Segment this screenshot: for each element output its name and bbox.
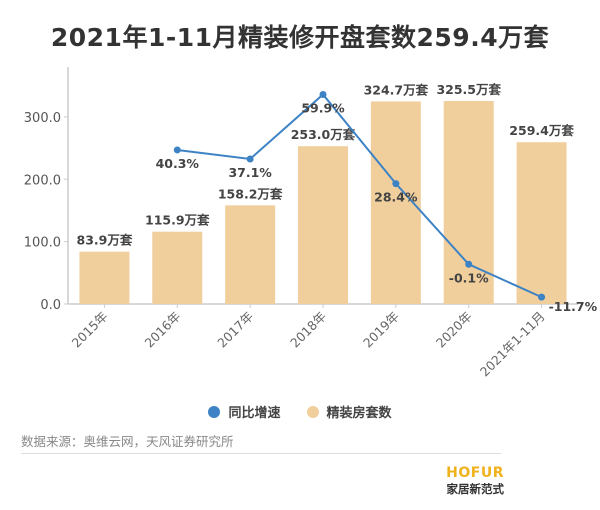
y-tick-label: 300.0 — [24, 111, 61, 126]
growth-point — [246, 155, 254, 163]
growth-point — [319, 90, 327, 98]
growth-label: 37.1% — [228, 165, 272, 180]
x-tick-label: 2016年 — [141, 309, 183, 351]
bar-label: 115.9万套 — [145, 213, 210, 228]
bar — [225, 205, 276, 304]
y-tick-label: 100.0 — [24, 236, 61, 251]
growth-point — [173, 146, 181, 154]
bar-label: 259.4万套 — [509, 123, 574, 138]
x-tick-label: 2019年 — [360, 309, 402, 351]
bar-label: 83.9万套 — [77, 233, 133, 248]
divider — [21, 453, 501, 454]
bar — [152, 231, 203, 304]
x-tick-label: 2018年 — [287, 309, 329, 351]
bar-label: 158.2万套 — [218, 186, 283, 201]
legend-label: 精装房套数 — [326, 406, 392, 421]
legend-swatch-tan — [306, 405, 319, 418]
bar-label: 324.7万套 — [364, 82, 429, 97]
growth-label: 59.9% — [301, 100, 345, 115]
y-tick-label: 200.0 — [24, 173, 61, 188]
bar — [443, 100, 494, 305]
x-tick-label: 2017年 — [214, 309, 256, 351]
growth-label: 28.4% — [374, 190, 418, 205]
bar — [516, 142, 567, 304]
bar-label: 253.0万套 — [291, 127, 356, 142]
logo-cn: 家居新范式 — [446, 482, 505, 496]
legend: 同比增速 精装房套数 — [0, 402, 600, 421]
chart-title: 2021年1-11月精装修开盘套数259.4万套 — [50, 23, 550, 52]
combo-chart: 0.0 100.0 200.0 300.0 83.9万套 2015年 115.9万套 2016… — [24, 67, 598, 380]
source-note: 数据来源：奥维云网，天风证券研究所 — [21, 434, 234, 449]
growth-label: 40.3% — [156, 156, 200, 171]
growth-point — [538, 293, 546, 301]
bar-label: 325.5万套 — [436, 82, 501, 97]
y-tick-label: 0.0 — [40, 298, 61, 313]
logo-en: HOFUR — [446, 465, 504, 481]
growth-label: -11.7% — [549, 299, 598, 314]
legend-swatch-blue — [208, 405, 221, 418]
bar — [79, 251, 130, 304]
legend-label: 同比增速 — [228, 406, 281, 421]
x-tick-label: 2021年1-11月 — [477, 309, 548, 380]
growth-line — [177, 93, 542, 299]
bar — [298, 146, 348, 304]
legend-item-growth[interactable]: 同比增速 — [208, 402, 281, 421]
x-tick-label: 2015年 — [69, 309, 111, 351]
logo: HOFUR 家居新范式 — [446, 465, 504, 497]
growth-label: -0.1% — [449, 270, 489, 285]
x-tick-label: 2020年 — [433, 309, 475, 351]
growth-point — [465, 260, 473, 268]
growth-point — [392, 180, 400, 188]
legend-item-units[interactable]: 精装房套数 — [306, 402, 392, 421]
